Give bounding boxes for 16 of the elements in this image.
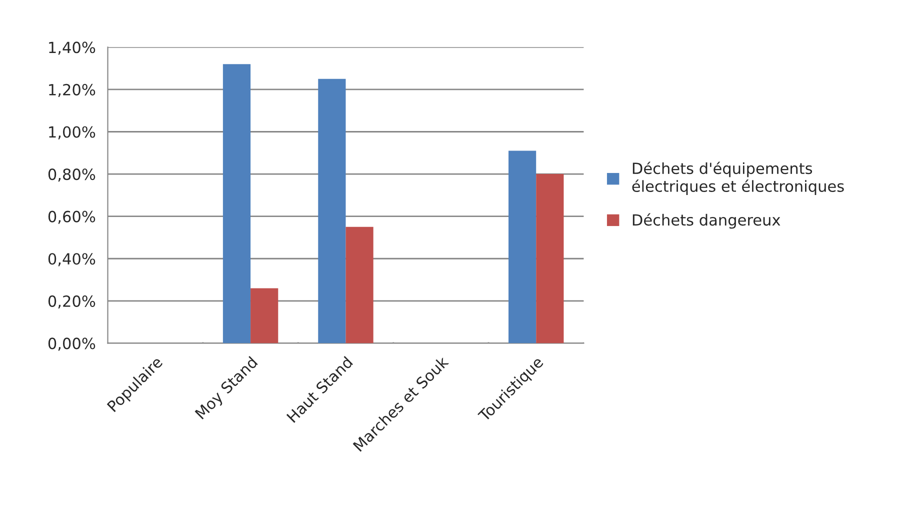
bar <box>346 226 374 344</box>
legend-label: Déchets d'équipements électriques et électroniques <box>632 162 844 195</box>
legend-label: Déchets dangereux <box>632 213 780 229</box>
bar <box>250 288 278 344</box>
y-tick-label: 0,60% <box>48 210 96 224</box>
bar <box>222 64 251 344</box>
bar <box>508 150 536 344</box>
y-tick-label: 0,00% <box>48 338 96 351</box>
y-tick-label: 0,40% <box>48 253 96 266</box>
bar <box>318 78 346 344</box>
y-tick-label: 1,40% <box>49 42 96 55</box>
y-tick-label: 1,20% <box>49 84 96 98</box>
bar <box>536 174 564 344</box>
y-tick-label: 0,20% <box>48 295 96 309</box>
y-tick-label: 1,00% <box>49 126 96 140</box>
y-tick-label: 0,80% <box>48 168 96 182</box>
